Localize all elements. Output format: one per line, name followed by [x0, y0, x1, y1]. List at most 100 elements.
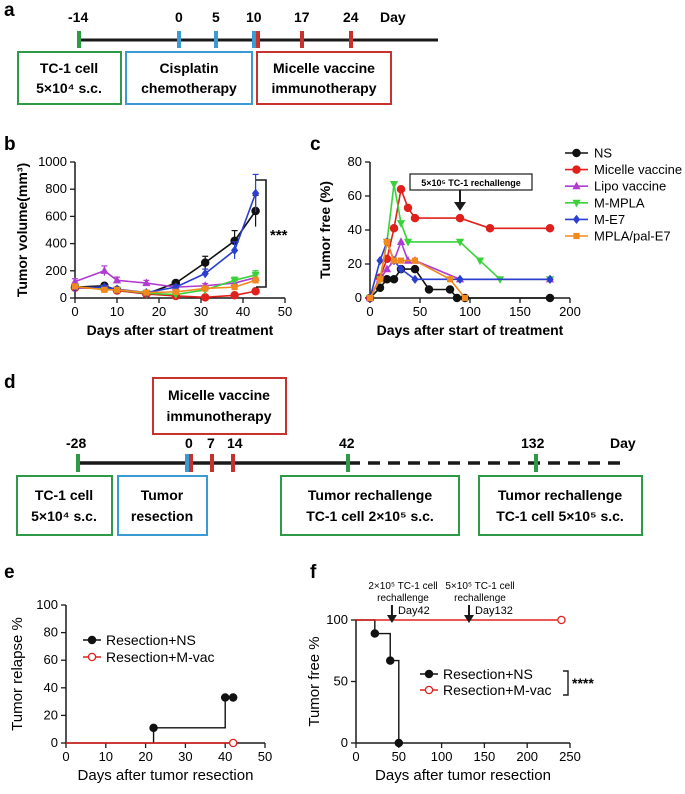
c-y-tick-label: 40 — [348, 222, 362, 237]
e-x-tick-label: 50 — [258, 749, 272, 764]
c-x-tick-label: 200 — [559, 304, 581, 319]
b-x-tick-label: 10 — [110, 304, 124, 319]
rechallenge-label-c: 5×10⁵ TC-1 rechallenge — [421, 178, 521, 188]
f-x-tick-label: 200 — [516, 749, 538, 764]
panel-e: e 0 10 20 30 40 50 0 20 40 60 80 100 Days after tumo… — [4, 562, 272, 784]
data-point-lipo — [70, 277, 80, 285]
data-point-micelle — [410, 213, 420, 223]
legend-label-me7: M-E7 — [594, 212, 625, 227]
rechallenge-arrowhead-c — [454, 202, 466, 211]
data-point-resection-ns — [385, 656, 395, 665]
data-point-micelle — [455, 213, 465, 223]
f-x-tick-label: 150 — [474, 749, 496, 764]
tick-mark-a-4a — [252, 31, 256, 48]
data-point-ns — [424, 285, 434, 294]
series-line-ns — [356, 619, 400, 743]
b-y-tick-label: 200 — [45, 263, 67, 278]
data-point-mpla — [231, 284, 238, 291]
data-point-mpla — [71, 283, 79, 290]
e-x-tick-label: 10 — [99, 749, 113, 764]
data-point-mpla — [202, 285, 209, 292]
b-x-tick-label: 50 — [278, 304, 292, 319]
legend-marker-resection-ns — [87, 635, 97, 645]
significance-bracket-f — [563, 670, 569, 696]
tick-mark-a-2 — [177, 31, 181, 48]
data-point-lipo — [100, 266, 109, 274]
c-y-axis-title: Tumor free (%) — [317, 181, 333, 279]
data-point-lipo — [112, 275, 122, 284]
series-line-ns — [152, 696, 234, 743]
data-point-ns — [445, 285, 455, 294]
data-point-resection-ns — [220, 693, 230, 702]
tick-mark-d-2a — [185, 454, 189, 472]
significance-annotation: *** — [270, 227, 288, 244]
b-y-tick-label: 1000 — [38, 154, 67, 169]
b-y-axis-title: Tumor volume(mm³) — [14, 163, 30, 297]
legend-label-resection-mvac: Resection+M-vac — [106, 649, 215, 665]
b-x-tick-label: 40 — [236, 304, 250, 319]
f-x-tick-label: 50 — [392, 749, 406, 764]
data-point-me7 — [411, 274, 419, 284]
tick-mark-d-6 — [534, 454, 538, 472]
significance-annotation-f: **** — [572, 675, 594, 691]
data-point-ns — [545, 293, 555, 303]
box-rechallenge-42-line2: TC-1 cell 2×10⁵ s.c. — [306, 508, 434, 524]
rechallenge-box-c — [409, 173, 533, 191]
data-point-resection-ns — [394, 738, 404, 748]
c-x-tick-label: 150 — [509, 304, 531, 319]
e-x-tick-label: 40 — [218, 749, 232, 764]
c-y-tick-label: 80 — [348, 154, 362, 169]
significance-bracket — [256, 179, 267, 288]
data-point-ns — [375, 283, 385, 293]
data-point-me7 — [397, 264, 405, 274]
e-y-axis-title: Tumor relapse % — [9, 617, 26, 731]
data-point-me7 — [456, 274, 464, 284]
data-point-mpla — [143, 289, 150, 296]
legend-marker-resection-mvac — [87, 652, 97, 662]
rechallenge-2-line2: rechallenge — [454, 593, 506, 604]
data-point-me7 — [376, 256, 384, 266]
legend-marker-mpla — [573, 232, 580, 240]
series-line-micelle — [369, 186, 550, 299]
data-point-mmpla — [455, 238, 465, 247]
data-point-ns — [452, 293, 462, 303]
b-y-tick-label: 800 — [45, 181, 67, 196]
data-point-micelle — [545, 224, 555, 233]
b-y-tick-label: 600 — [45, 208, 67, 223]
c-y-tick-label: 0 — [355, 290, 362, 305]
b-x-tick-label: 30 — [194, 304, 208, 319]
day-label-a-1: -14 — [68, 9, 88, 25]
box-tc1-cell-d-line2: 5×10⁴ s.c. — [31, 508, 97, 524]
box-micelle-vaccine-a — [256, 51, 392, 105]
e-y-tick-label: 40 — [44, 680, 58, 695]
c-x-axis-title: Days after start of treatment — [377, 322, 564, 338]
data-point-micelle — [251, 286, 260, 296]
data-point-me7 — [201, 268, 209, 279]
data-point-mmpla — [475, 257, 485, 266]
f-x-tick-label: 250 — [559, 749, 581, 764]
data-point-resection-mvac — [557, 615, 566, 625]
f-y-tick-label: 100 — [326, 612, 348, 627]
c-x-tick-label: 50 — [413, 304, 427, 319]
box-tumor-resection-line1: Tumor — [141, 487, 184, 503]
box-micelle-vaccine-a-line2: immunotherapy — [271, 80, 376, 96]
e-y-tick-label: 0 — [51, 735, 58, 750]
panel-letter-e: e — [4, 562, 15, 583]
box-rechallenge-42-line1: Tumor rechallenge — [308, 487, 432, 503]
tick-mark-d-3 — [210, 454, 214, 472]
tick-mark-d-5 — [346, 454, 350, 472]
tick-mark-a-6 — [349, 31, 353, 48]
box-cisplatin — [125, 51, 253, 105]
b-y-tick-label: 0 — [60, 290, 67, 305]
legend-marker-ns — [572, 148, 581, 158]
legend-label-f-mvac: Resection+M-vac — [443, 682, 552, 698]
legend-label-ns: NS — [594, 146, 612, 161]
series-line-me7 — [74, 193, 257, 294]
data-point-mmpla — [403, 238, 413, 247]
legend-label-mpla: MPLA/pal-E7 — [594, 229, 671, 244]
day-label-d-4: 14 — [227, 435, 243, 451]
e-x-tick-label: 30 — [178, 749, 192, 764]
f-x-axis-title: Days after tumor resection — [375, 767, 551, 784]
data-point-resection-mvac — [228, 738, 238, 748]
tick-mark-a-4b — [256, 31, 260, 48]
